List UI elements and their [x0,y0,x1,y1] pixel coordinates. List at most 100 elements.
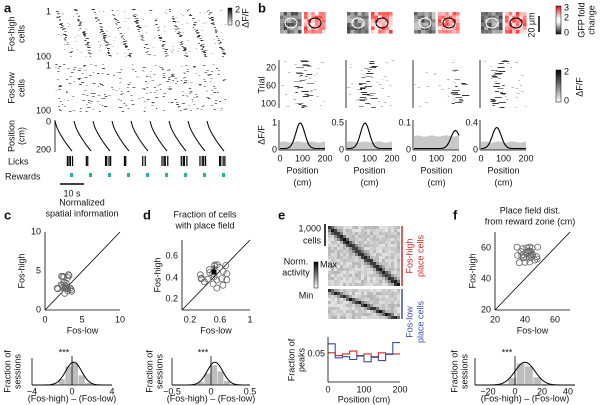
raster-event [59,19,61,20]
heatmap-cell [343,301,346,304]
image-pixel [488,22,492,27]
raster-event [77,16,80,17]
heatmap-cell [382,295,385,298]
heatmap-cell [367,277,370,280]
raster-event [178,32,182,33]
raster-event [87,47,91,48]
raster-event [95,14,97,15]
heatmap-cell [337,265,340,268]
heatmap-cell [364,307,367,310]
heatmap-cell [343,283,346,286]
raster-event [97,95,101,96]
hist-bar [508,377,517,385]
image-pixel [495,12,499,16]
heatmap-cell [394,247,397,250]
raster-event [356,99,360,100]
scatter-point [527,254,535,261]
lick [123,156,126,166]
raster-event [194,29,196,30]
raster-event [514,107,517,108]
raster-event [198,36,200,37]
raster-event [301,105,306,106]
image-pixel [389,15,393,20]
raster-event [515,97,518,98]
raster-event [348,94,351,95]
raster-event [220,110,222,111]
heatmap-cell [334,298,337,301]
heatmap-cell [388,268,391,271]
image-pixel [347,30,351,34]
heatmap-cell [337,307,340,310]
heatmap-cell [379,274,382,277]
heatmap-cell [370,316,373,319]
group-label: Fos-low [404,306,414,338]
raster-event [182,47,187,48]
heatmap-cell [391,268,394,271]
raster-event [216,36,219,37]
axis-label: Fos-low [200,325,232,335]
raster-event [207,90,209,91]
heatmap-cell [382,277,385,280]
heatmap-cell [331,289,334,292]
heatmap-cell [379,247,382,250]
heatmap-cell [385,238,388,241]
raster-event [360,87,367,88]
image-pixel [318,26,322,30]
heatmap-cell [352,292,355,295]
heatmap-cell [367,268,370,271]
axis-label: (cm) [495,177,513,187]
raster-event [87,45,89,46]
raster-event [184,49,187,50]
raster-event [201,36,203,37]
heatmap-cell [388,271,391,274]
heatmap-cell [376,256,379,259]
hist-bar [211,365,217,385]
heatmap-cell [352,250,355,253]
raster-event [511,87,515,88]
raster-event [113,18,116,19]
raster-event [105,47,107,48]
image-pixel [304,12,308,16]
heatmap-cell [343,253,346,256]
raster-event [170,76,173,77]
raster-event [89,103,92,104]
heatmap-cell [337,259,340,262]
raster-event [96,101,99,102]
raster-event [107,50,109,51]
raster-event [359,99,368,100]
tick-label: 0 [344,153,349,163]
raster-event [199,12,201,13]
heatmap-cell [388,247,391,250]
heatmap-cell [355,280,358,283]
image-pixel [484,30,489,34]
image-pixel [283,26,288,30]
image-pixel [371,22,375,27]
heatmap-cell [334,295,337,298]
image-pixel [512,12,516,16]
heatmap-cell [361,310,364,313]
heatmap-cell [382,298,385,301]
raster-event [414,84,416,85]
raster-event [145,81,147,82]
raster-event [85,85,88,86]
heatmap-cell [346,241,349,244]
scatter-point [63,285,71,293]
image-pixel [287,12,291,16]
raster-event [205,91,208,92]
tick-label: 0.6 [165,250,178,260]
heatmap-cell [352,307,355,310]
image-pixel [311,22,315,27]
reward [127,173,130,177]
raster-event [141,97,145,98]
heatmap-cell [370,241,373,244]
scatter-point [520,254,528,262]
heatmap-cell [349,301,352,304]
heatmap-cell [331,274,334,277]
heatmap-cell [391,313,394,316]
image-pixel [421,30,425,34]
raster-event [113,15,115,16]
raster-event [74,37,76,38]
raster-event [310,91,313,92]
raster-event [311,83,315,84]
raster-event [162,48,165,49]
